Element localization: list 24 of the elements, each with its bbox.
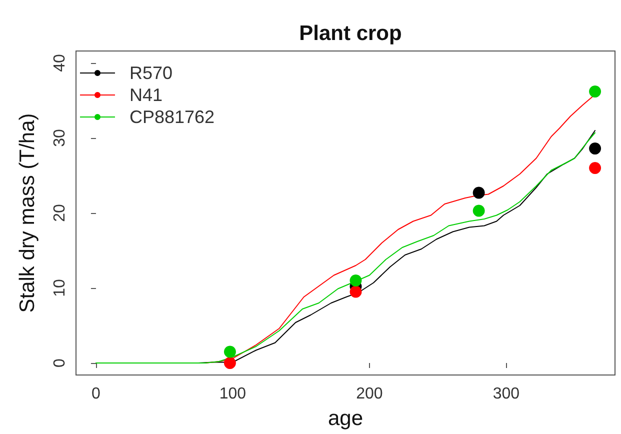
y-tick-label: 0 — [52, 358, 68, 368]
y-tick-label: 10 — [52, 279, 68, 297]
point — [350, 286, 362, 298]
point — [224, 346, 236, 358]
x-tick-label: 300 — [492, 386, 520, 402]
point — [589, 162, 602, 174]
y-axis-title: Stalk dry mass (T/ha) — [16, 113, 39, 313]
y-tick-label: 20 — [52, 204, 68, 222]
x-tick-label: 100 — [219, 386, 246, 402]
point — [472, 204, 485, 217]
point — [589, 86, 602, 98]
point — [224, 357, 236, 369]
y-tick-label: 30 — [52, 129, 68, 147]
legend-label: CP881762 — [130, 107, 215, 127]
chart-title: Plant crop — [299, 22, 402, 45]
x-axis-title: age — [328, 407, 364, 430]
point — [350, 274, 362, 286]
legend-label: N41 — [130, 85, 163, 105]
x-tick-label: 0 — [92, 386, 101, 402]
y-tick-label: 40 — [52, 54, 68, 72]
point — [589, 142, 602, 154]
legend-label: R570 — [130, 63, 173, 83]
point — [472, 186, 485, 199]
x-tick-label: 200 — [356, 386, 383, 402]
